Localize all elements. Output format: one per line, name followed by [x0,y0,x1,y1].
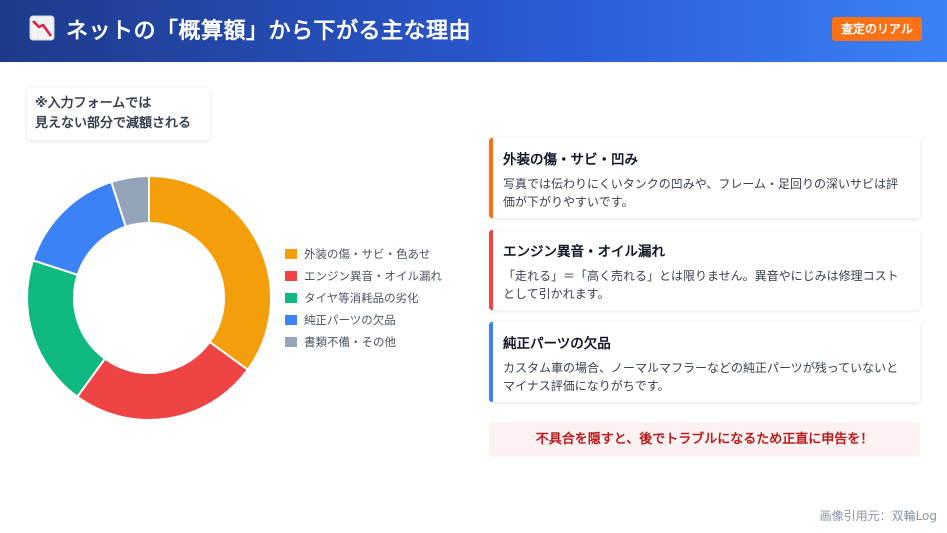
reason-card-3: 純正パーツの欠品 カスタム車の場合、ノーマルマフラーなどの純正パーツが残っていな… [489,322,920,402]
donut-slice-2 [75,340,250,421]
image-credit: 画像引用元：双輪Log [819,509,937,523]
legend-swatch-2 [285,271,297,281]
note-line-1: ※入力フォームでは [35,96,152,111]
legend-label-3: タイヤ等消耗品の劣化 [304,291,419,305]
card-accent-bar [489,138,493,218]
legend-label-1: 外装の傷・サビ・色あせ [304,247,431,261]
legend-swatch-1 [285,249,297,259]
status-badge: 査定のリアル [832,17,922,41]
chart-down-icon [29,15,55,41]
legend-swatch-5 [285,337,297,347]
card-accent-bar [489,230,493,310]
warning-banner: 不具合を隠すと、後でトラブルになるため正直に申告を！ [489,422,920,457]
card-title: 外装の傷・サビ・凹み [503,152,638,168]
donut-slice-4 [31,180,128,277]
card-title: エンジン異音・オイル漏れ [503,244,665,260]
card-body: 写真では伝わりにくいタンクの凹みや、フレーム・足回りの深いサビは評価が下がりやす… [503,177,899,209]
card-title: 純正パーツの欠品 [503,336,611,352]
page-title: ネットの「概算額」から下がる主な理由 [66,19,472,44]
legend-swatch-3 [285,293,297,303]
card-body: 「走れる」＝「高く売れる」とは限りません。異音やにじみは修理コストとして引かれま… [503,269,899,301]
note-line-2: 見えない部分で減額される [35,116,192,131]
legend-label-5: 書類不備・その他 [304,335,396,349]
legend-swatch-4 [285,315,297,325]
reason-card-1: 外装の傷・サビ・凹み 写真では伝わりにくいタンクの凹みや、フレーム・足回りの深い… [489,138,920,218]
legend-label-2: エンジン異音・オイル漏れ [304,269,442,283]
donut-slice-1 [148,174,272,372]
reason-card-2: エンジン異音・オイル漏れ 「走れる」＝「高く売れる」とは限りません。異音やにじみ… [489,230,920,310]
note-box: ※入力フォームでは 見えない部分で減額される [27,88,210,140]
header-bar: ネットの「概算額」から下がる主な理由 査定のリアル [0,0,947,62]
card-accent-bar [489,322,493,402]
donut-slice-3 [26,259,107,399]
legend-label-4: 純正パーツの欠品 [304,313,396,327]
donut-chart: 外装の傷・サビ・色あせエンジン異音・オイル漏れタイヤ等消耗品の劣化純正パーツの欠… [26,174,442,421]
card-body: カスタム車の場合、ノーマルマフラーなどの純正パーツが残っていないとマイナス評価に… [503,361,899,393]
donut-slice-5 [110,174,150,228]
